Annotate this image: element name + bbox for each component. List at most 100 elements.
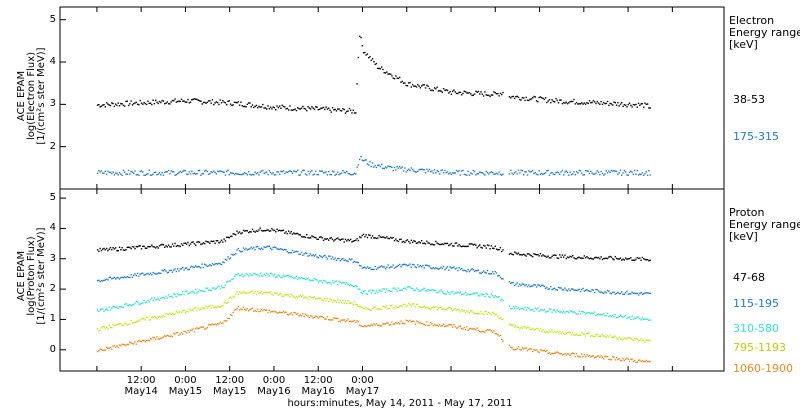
proton-data-point	[588, 257, 591, 260]
electron-data-point	[256, 107, 259, 109]
proton-data-point	[287, 230, 290, 232]
proton-data-point	[604, 315, 606, 317]
proton-data-point	[534, 284, 536, 286]
electron-data-point	[253, 106, 255, 109]
proton-data-point	[285, 249, 287, 251]
proton-data-point	[219, 288, 221, 290]
proton-data-point	[537, 327, 539, 330]
proton-data-point	[113, 248, 116, 250]
electron-data-point	[307, 170, 309, 173]
proton-data-point	[272, 246, 274, 249]
proton-data-point	[374, 237, 376, 239]
proton-data-point	[162, 296, 165, 299]
electron-data-point	[408, 168, 410, 170]
electron-data-point	[303, 107, 305, 110]
proton-data-point	[214, 323, 216, 325]
proton-data-point	[309, 237, 312, 239]
electron-data-point	[494, 173, 496, 175]
proton-data-point	[386, 266, 388, 269]
proton-data-point	[562, 332, 565, 335]
proton-data-point	[429, 289, 432, 292]
electron-data-point	[547, 100, 549, 102]
proton-data-point	[520, 284, 522, 287]
electron-data-point	[455, 92, 458, 95]
proton-data-point	[103, 349, 105, 352]
proton-data-point	[366, 266, 369, 268]
electron-data-point	[494, 92, 496, 94]
proton-data-point	[170, 335, 172, 337]
proton-data-point	[499, 246, 502, 249]
proton-data-point	[423, 323, 425, 326]
proton-data-point	[417, 320, 419, 323]
electron-data-point	[641, 172, 644, 174]
proton-data-point	[482, 293, 485, 296]
proton-data-point	[122, 324, 125, 327]
proton-data-point	[170, 313, 172, 315]
electron-data-point	[604, 173, 606, 175]
proton-data-point	[628, 360, 631, 362]
proton-data-point	[237, 306, 240, 308]
electron-data-point	[268, 108, 271, 110]
electron-data-point	[508, 173, 511, 175]
electron-data-point	[415, 171, 418, 173]
proton-data-point	[588, 290, 591, 292]
proton-data-point	[138, 303, 140, 305]
proton-data-point	[586, 312, 588, 314]
electron-data-point	[409, 169, 411, 172]
electron-data-point	[537, 101, 539, 103]
electron-data-point	[329, 109, 331, 111]
proton-data-point	[581, 353, 583, 355]
proton-data-point	[121, 276, 123, 278]
proton-data-point	[299, 253, 301, 256]
proton-data-point	[161, 243, 163, 246]
electron-data-point	[440, 90, 442, 92]
proton-data-point	[325, 300, 327, 302]
electron-data-point	[630, 104, 632, 107]
proton-data-point	[494, 295, 496, 297]
proton-data-point	[169, 246, 171, 248]
proton-data-point	[612, 258, 614, 260]
proton-data-point	[547, 288, 549, 290]
proton-data-point	[610, 293, 613, 295]
electron-data-point	[133, 172, 135, 174]
proton-data-point	[107, 328, 109, 330]
proton-data-point	[193, 331, 196, 333]
proton-data-point	[600, 291, 602, 293]
proton-data-point	[298, 315, 300, 317]
proton-data-point	[468, 243, 471, 245]
electron-data-point	[282, 105, 285, 108]
proton-data-point	[245, 272, 247, 275]
proton-data-point	[635, 361, 637, 364]
proton-data-point	[386, 236, 388, 238]
electron-data-point	[499, 173, 502, 176]
proton-data-point	[387, 264, 389, 266]
proton-data-point	[539, 349, 542, 351]
proton-data-point	[191, 265, 193, 268]
proton-data-point	[550, 353, 552, 356]
proton-data-point	[154, 247, 157, 249]
proton-data-point	[539, 309, 542, 311]
proton-data-point	[599, 335, 601, 337]
proton-data-point	[626, 337, 628, 339]
electron-data-point	[322, 172, 325, 174]
proton-data-point	[152, 299, 154, 302]
electron-data-point	[302, 169, 304, 172]
proton-data-point	[329, 281, 331, 284]
electron-data-point	[468, 91, 471, 94]
proton-data-point	[286, 293, 289, 296]
electron-data-point	[286, 107, 289, 110]
proton-data-point	[619, 314, 622, 316]
proton-data-point	[635, 317, 637, 319]
electron-data-point	[352, 173, 354, 176]
electron-data-point	[414, 171, 416, 173]
proton-data-point	[166, 246, 169, 248]
proton-data-point	[321, 237, 323, 239]
electron-data-point	[193, 172, 196, 175]
proton-data-point	[508, 305, 511, 307]
proton-data-point	[303, 277, 305, 280]
electron-data-point	[224, 102, 227, 104]
proton-data-point	[108, 276, 110, 279]
proton-data-point	[449, 293, 451, 295]
proton-data-point	[534, 328, 536, 330]
proton-data-point	[391, 290, 393, 293]
